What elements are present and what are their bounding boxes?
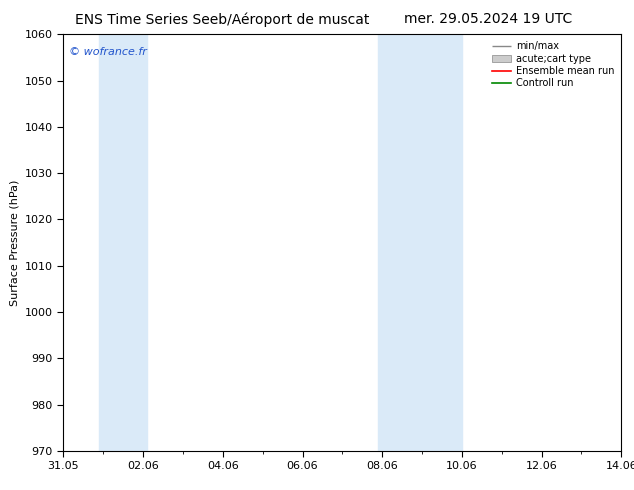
Bar [378, 34, 426, 451]
Text: © wofrance.fr: © wofrance.fr [69, 47, 147, 57]
Y-axis label: Surface Pressure (hPa): Surface Pressure (hPa) [10, 179, 19, 306]
Text: mer. 29.05.2024 19 UTC: mer. 29.05.2024 19 UTC [404, 12, 573, 26]
Bar [100, 34, 147, 451]
Legend: min/max, acute;cart type, Ensemble mean run, Controll run: min/max, acute;cart type, Ensemble mean … [489, 39, 616, 90]
Bar [426, 34, 462, 451]
Text: ENS Time Series Seeb/Aéroport de muscat: ENS Time Series Seeb/Aéroport de muscat [75, 12, 369, 27]
